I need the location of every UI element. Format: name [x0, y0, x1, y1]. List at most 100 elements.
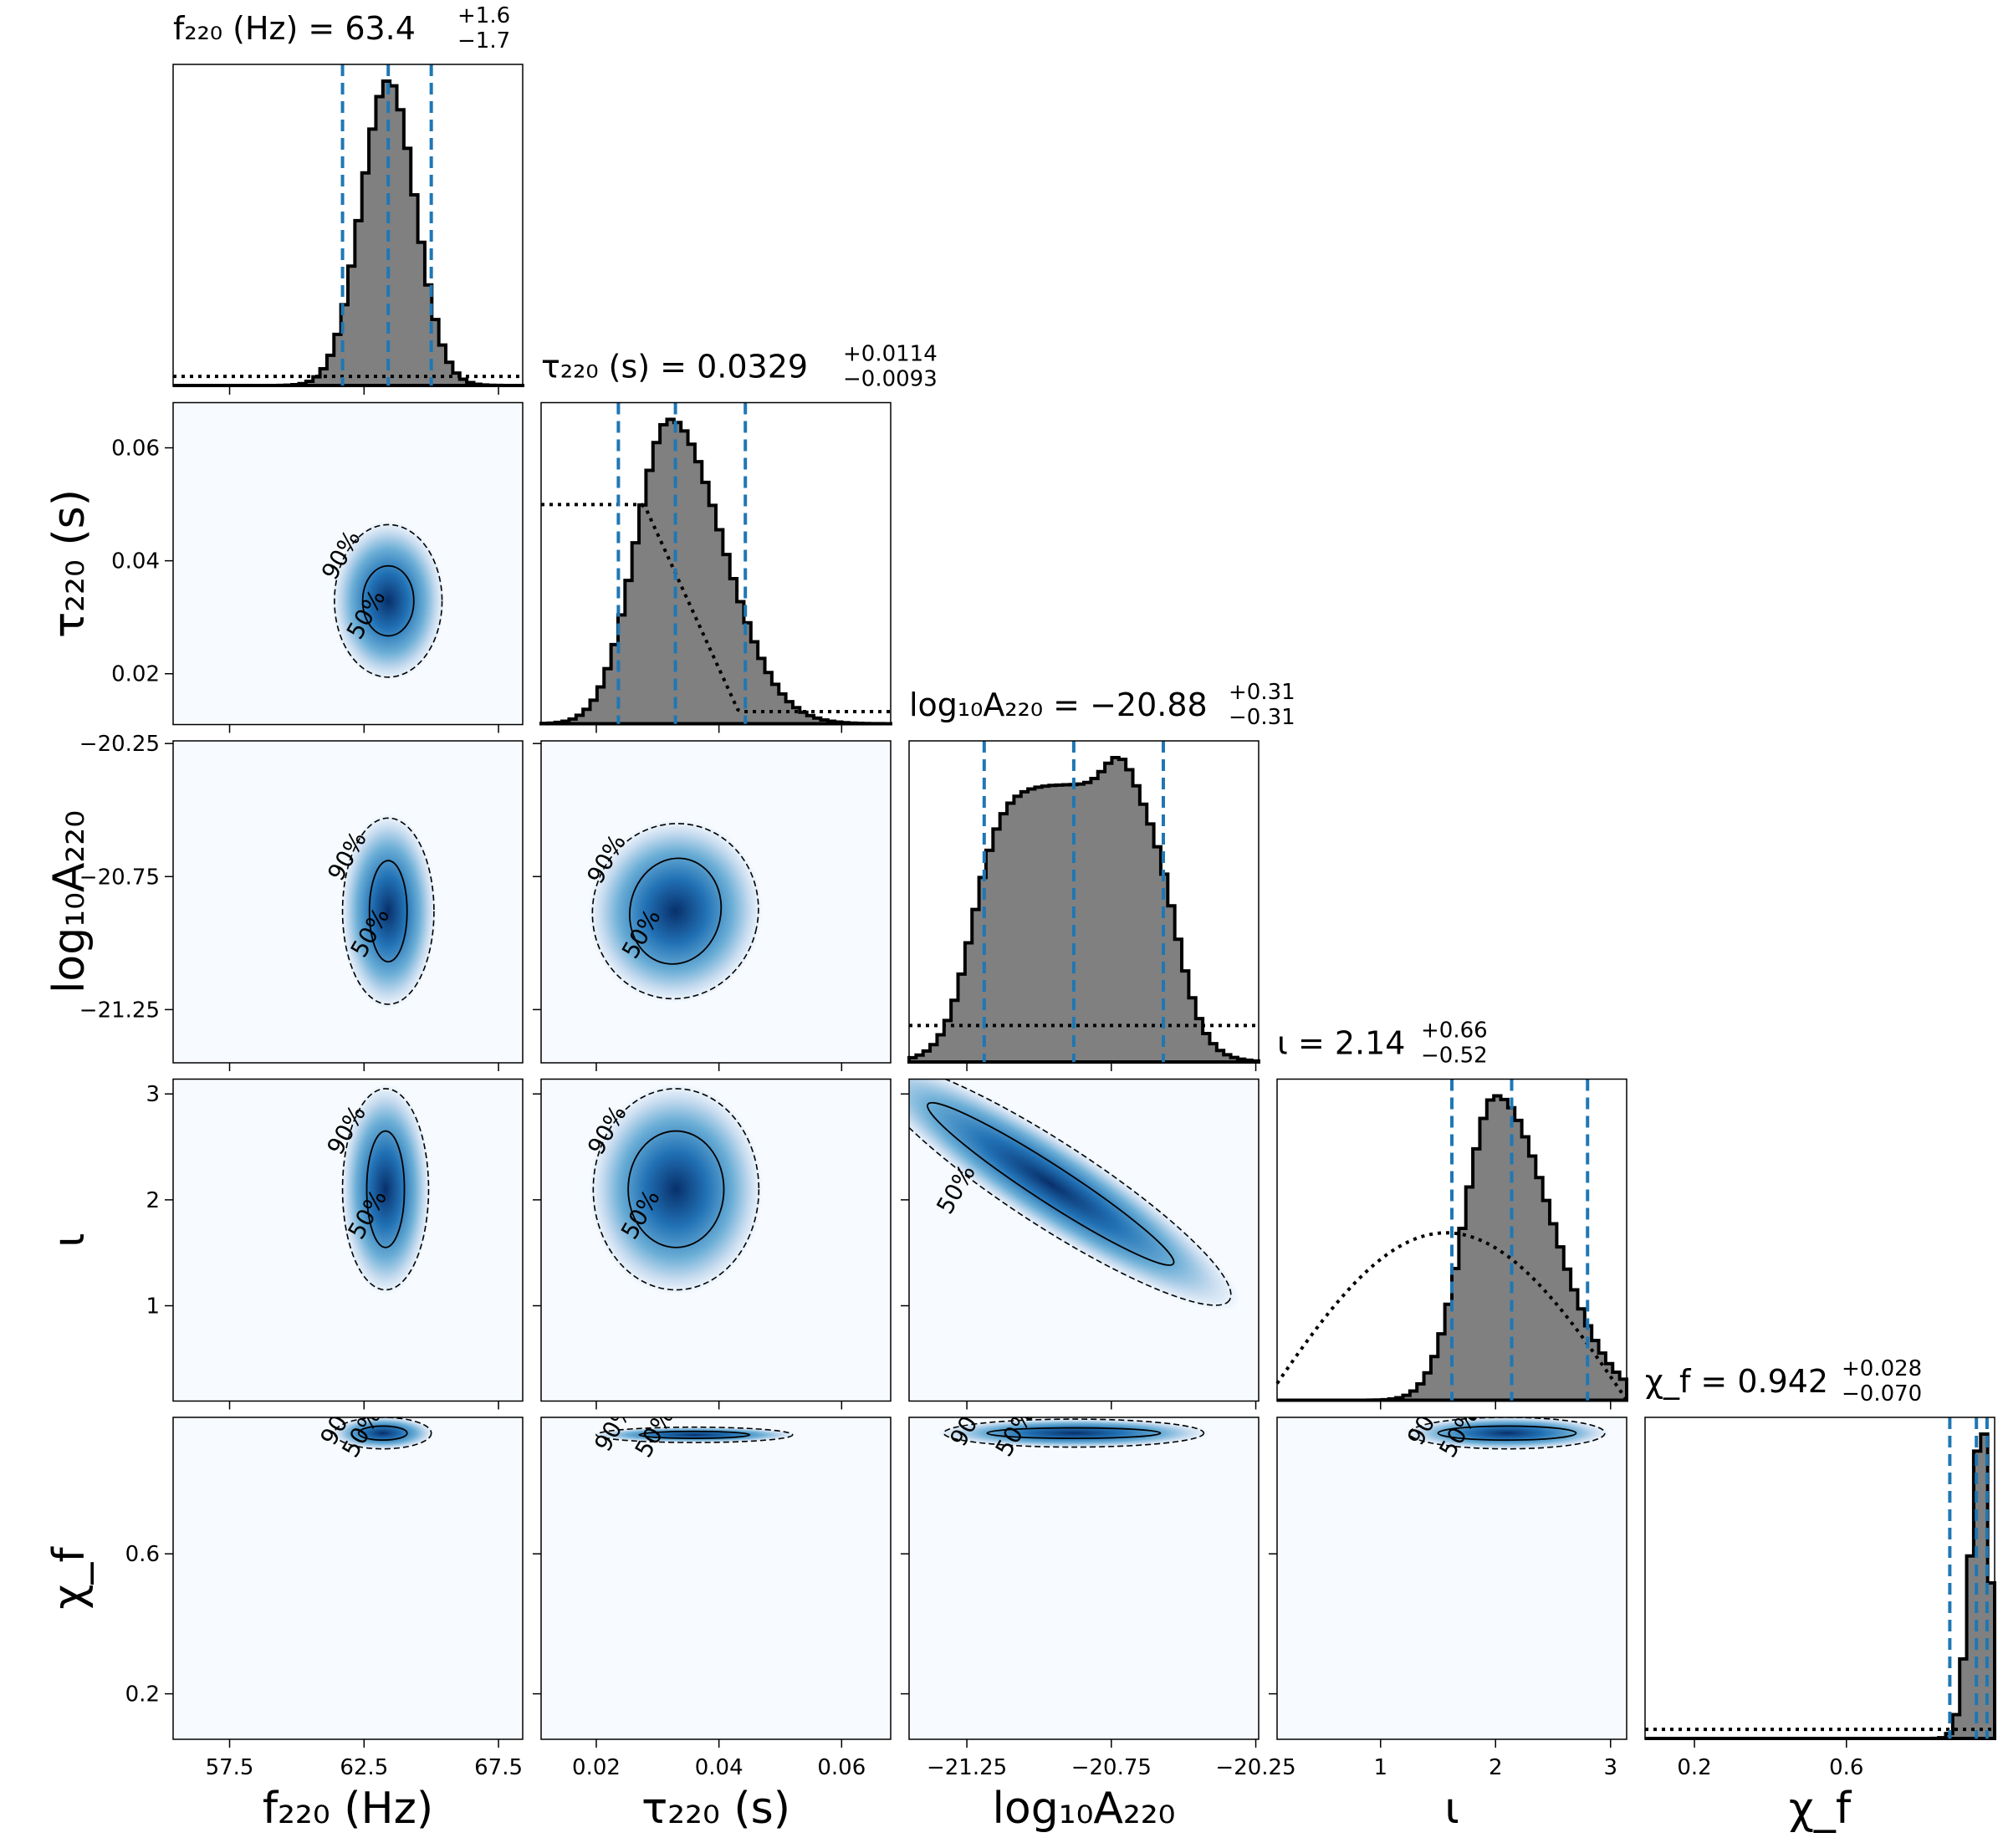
- marginal-title: χ_f = 0.942: [1645, 1363, 1828, 1400]
- joint-panel-chi_f-vs-tau220: 50%90%: [540, 1417, 892, 1740]
- contour-50: [357, 1425, 408, 1442]
- x-tick-label: 0.2: [1677, 1755, 1711, 1780]
- joint-panel-iota-vs-f220: 50%90%: [172, 1078, 524, 1402]
- posterior-histogram: [173, 79, 524, 387]
- panel-background: [1645, 1417, 1995, 1739]
- y-axis-label: τ₂₂₀ (s): [44, 489, 95, 638]
- contour-90: [595, 1426, 794, 1443]
- panel-frame: [1276, 1417, 1627, 1740]
- marginal-title-minus: −0.52: [1421, 1044, 1488, 1069]
- y-axis-label: ι: [44, 1233, 95, 1248]
- contour-50: [365, 1130, 406, 1248]
- density-blob: [1404, 1417, 1610, 1450]
- x-tick-label: 0.02: [572, 1755, 621, 1780]
- y-tick-label: 0.2: [125, 1682, 160, 1708]
- contour-90: [341, 817, 435, 1005]
- x-axis-label: χ_f: [1789, 1784, 1852, 1834]
- panel-frame: [540, 401, 892, 726]
- x-axis-label: log₁₀A₂₂₀: [992, 1784, 1175, 1834]
- joint-panel-chi_f-vs-iota: 50%90%: [1276, 1417, 1627, 1740]
- marginal-title-plus: +0.028: [1842, 1356, 1922, 1381]
- panel-frame: [540, 740, 892, 1064]
- posterior-histogram: [1277, 1094, 1628, 1402]
- posterior-histogram: [1645, 1432, 1996, 1740]
- joint-panel-logA220-vs-f220: 50%90%: [172, 740, 524, 1064]
- panel-frame: [172, 401, 524, 726]
- panel-frame: [1276, 1078, 1627, 1402]
- x-tick-label: 62.5: [340, 1755, 388, 1780]
- panel-frame: [540, 1417, 892, 1740]
- panel-frame: [172, 64, 524, 387]
- contour-50: [627, 1130, 725, 1248]
- y-tick-label: 3: [146, 1082, 160, 1107]
- y-tick-label: 1: [146, 1294, 160, 1320]
- contour-50: [638, 1430, 751, 1440]
- joint-panel-logA220-vs-tau220: 50%90%: [540, 740, 892, 1064]
- y-tick-label: −20.25: [79, 732, 160, 757]
- x-tick-label: 57.5: [206, 1755, 254, 1780]
- joint-panel-tau220-vs-f220: 50%90%: [172, 401, 524, 726]
- x-axis-label: τ₂₂₀ (s): [641, 1784, 790, 1834]
- posterior-histogram: [539, 417, 892, 726]
- density-blob: [591, 1427, 798, 1443]
- marginal-title-minus: −0.31: [1229, 705, 1295, 730]
- panel-background: [541, 1417, 891, 1739]
- marginal-title-minus: −1.7: [457, 28, 510, 54]
- panel-frame: [1644, 1417, 1995, 1740]
- marginal-title: f₂₂₀ (Hz) = 63.4: [173, 10, 416, 47]
- marginal-panel-iota: ι = 2.14 +0.66−0.52: [1275, 1018, 1628, 1402]
- contour-90: [1408, 1417, 1606, 1450]
- y-tick-label: −21.25: [79, 998, 160, 1023]
- panel-background: [909, 1417, 1259, 1739]
- panel-frame: [540, 1078, 892, 1402]
- density-blob: [589, 1083, 764, 1295]
- x-tick-label: −20.25: [1215, 1755, 1295, 1780]
- x-tick-label: −20.75: [1071, 1755, 1152, 1780]
- contour-50: [927, 1101, 1175, 1266]
- contour-90: [943, 1418, 1205, 1448]
- x-axis-label: ι: [1444, 1784, 1459, 1834]
- panel-frame: [172, 740, 524, 1064]
- x-tick-label: 67.5: [474, 1755, 523, 1780]
- contour-90: [909, 1079, 1232, 1306]
- x-tick-label: 0.06: [817, 1755, 866, 1780]
- y-tick-label: 2: [146, 1188, 160, 1213]
- marginal-title-plus: +0.0114: [843, 342, 938, 367]
- marginal-title-minus: −0.0093: [843, 367, 938, 392]
- y-tick-label: 0.6: [125, 1542, 160, 1567]
- x-tick-label: 2: [1489, 1755, 1503, 1780]
- contour-90: [592, 1088, 760, 1291]
- y-tick-label: 0.04: [111, 549, 160, 574]
- density-blob: [909, 1079, 1240, 1312]
- posterior-histogram: [907, 756, 1260, 1064]
- panel-background: [173, 1417, 523, 1739]
- panel-background: [1277, 1417, 1627, 1739]
- density-blob: [340, 813, 437, 1009]
- x-tick-label: −21.25: [927, 1755, 1007, 1780]
- marginal-panel-chi_f: χ_f = 0.942 +0.028−0.070: [1644, 1356, 1996, 1740]
- contour-50: [986, 1427, 1162, 1440]
- contour-50: [368, 860, 408, 962]
- panel-frame: [908, 1078, 1260, 1402]
- panel-frame: [908, 1417, 1260, 1740]
- marginal-panel-f220: f₂₂₀ (Hz) = 63.4 +1.6−1.7: [172, 3, 524, 387]
- x-axis-label: f₂₂₀ (Hz): [263, 1784, 433, 1834]
- marginal-title-plus: +1.6: [457, 3, 510, 28]
- density-blob: [332, 1417, 434, 1450]
- density-blob: [588, 819, 763, 1003]
- x-tick-label: 1: [1373, 1755, 1387, 1780]
- joint-panel-chi_f-vs-f220: 50%90%: [172, 1417, 524, 1740]
- marginal-title: τ₂₂₀ (s) = 0.0329: [541, 349, 808, 385]
- density-blob: [937, 1418, 1211, 1448]
- contour-90: [341, 1088, 430, 1291]
- marginal-title-minus: −0.070: [1842, 1381, 1922, 1406]
- joint-panel-iota-vs-logA220: 50%90%: [908, 1078, 1260, 1402]
- x-tick-label: 0.6: [1829, 1755, 1863, 1780]
- contour-90: [334, 1417, 432, 1450]
- y-tick-label: −20.75: [79, 865, 160, 890]
- panel-frame: [172, 1417, 524, 1740]
- marginal-title-plus: +0.31: [1229, 680, 1295, 705]
- marginal-panel-logA220: log₁₀A₂₂₀ = −20.88 +0.31−0.31: [907, 680, 1295, 1064]
- x-tick-label: 0.04: [695, 1755, 743, 1780]
